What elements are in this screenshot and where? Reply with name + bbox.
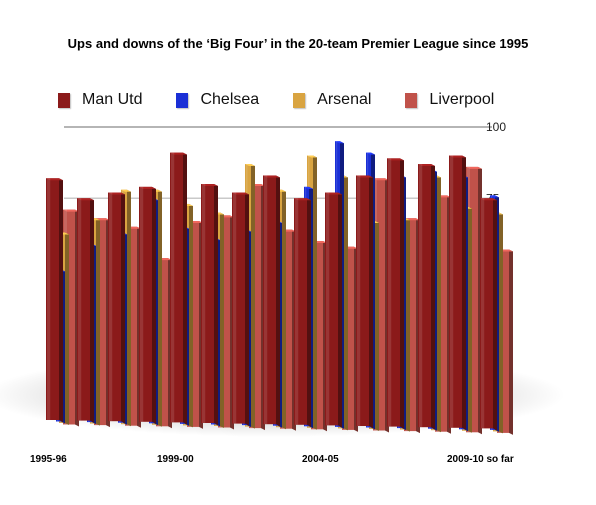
legend-label-chelsea: Chelsea bbox=[200, 91, 260, 108]
bar-man-utd-2005-06 bbox=[356, 175, 373, 428]
bar-man-utd-2007-08 bbox=[418, 164, 435, 430]
legend-label-man-utd: Man Utd bbox=[82, 91, 143, 108]
y-tick-label-100: 100 bbox=[486, 120, 506, 134]
legend-swatch-man-utd bbox=[58, 92, 70, 108]
bar-man-utd-2004-05 bbox=[325, 192, 342, 428]
bar-man-utd-1997-98 bbox=[108, 192, 125, 424]
x-tick-label-1999-00: 1999-00 bbox=[157, 454, 194, 465]
bar-man-utd-2002-03 bbox=[263, 175, 280, 427]
bar-man-utd-2008-09 bbox=[449, 155, 466, 430]
bar-man-utd-1998-99 bbox=[139, 186, 156, 424]
legend: Man Utd Chelsea Arsenal Liverpool bbox=[58, 89, 528, 111]
bar-man-utd-2009-10 so far bbox=[480, 198, 497, 431]
legend-swatch-liverpool bbox=[405, 92, 418, 108]
bar-man-utd-2006-07 bbox=[387, 158, 404, 429]
bar-man-utd-2003-04 bbox=[294, 198, 311, 427]
bar-man-utd-2000-01 bbox=[201, 184, 218, 425]
bar-man-utd-1996-97 bbox=[77, 198, 94, 423]
bars bbox=[46, 141, 513, 435]
legend-item-chelsea: Chelsea bbox=[176, 91, 259, 109]
legend-item-man-utd: Man Utd bbox=[58, 91, 142, 109]
bar-man-utd-2001-02 bbox=[232, 192, 249, 426]
legend-item-arsenal: Arsenal bbox=[293, 91, 371, 109]
bar-man-utd-1999-00 bbox=[170, 152, 187, 425]
legend-label-liverpool: Liverpool bbox=[429, 91, 495, 108]
legend-swatch-arsenal bbox=[293, 92, 306, 108]
x-tick-label-2004-05: 2004-05 bbox=[302, 454, 339, 465]
x-tick-label-1995-96: 1995-96 bbox=[30, 454, 67, 465]
x-tick-label-2009-10-so-far: 2009-10 so far bbox=[447, 454, 514, 465]
chart-title: Ups and downs of the ‘Big Four’ in the 2… bbox=[67, 36, 529, 51]
bar-man-utd-1995-96 bbox=[46, 178, 63, 422]
legend-label-arsenal: Arsenal bbox=[317, 91, 372, 108]
legend-swatch-chelsea bbox=[176, 92, 189, 108]
legend-item-liverpool: Liverpool bbox=[405, 91, 494, 109]
